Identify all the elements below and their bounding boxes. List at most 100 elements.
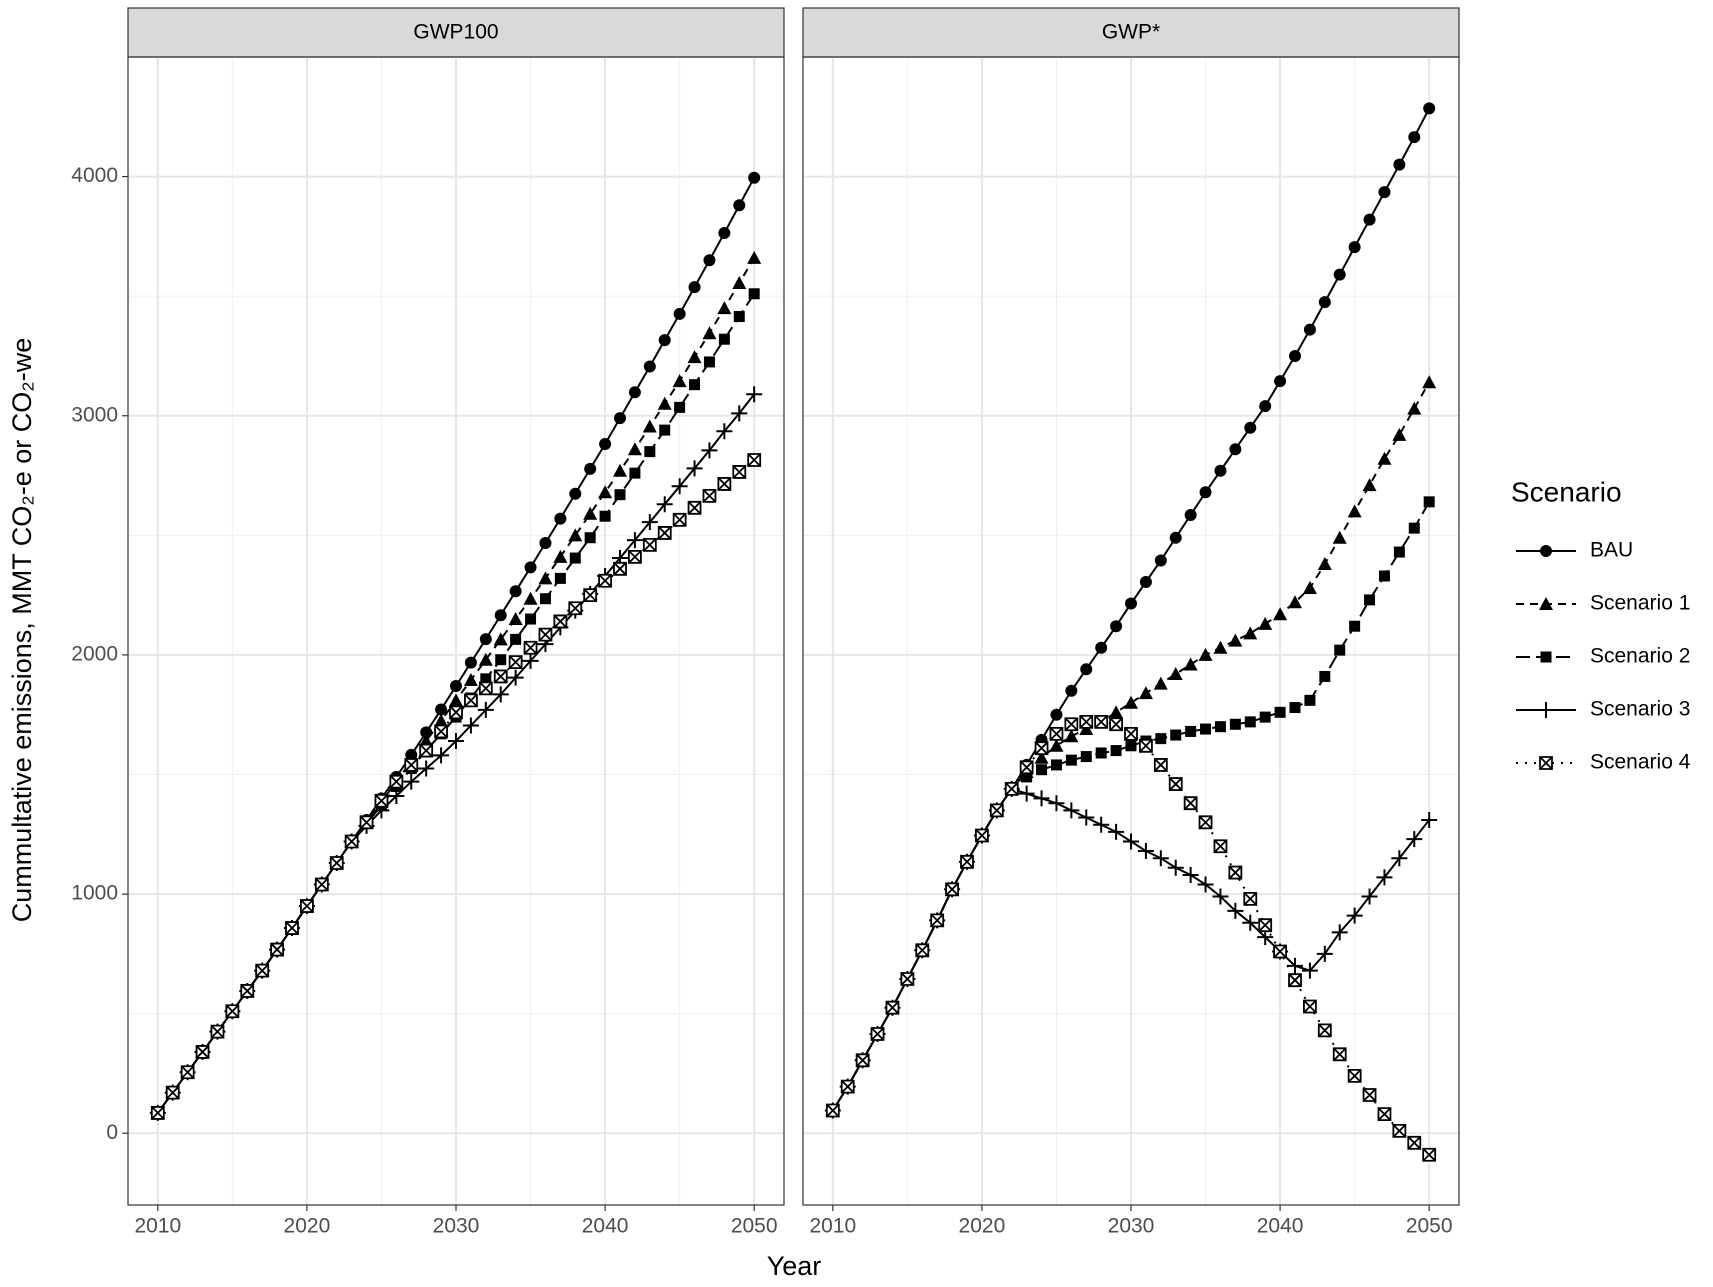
marker (1391, 850, 1408, 867)
marker (507, 669, 524, 686)
marker (522, 652, 539, 669)
marker (478, 681, 493, 696)
marker (495, 654, 507, 666)
marker (989, 803, 1004, 818)
marker (1334, 644, 1346, 656)
marker (613, 561, 627, 576)
marker (1125, 740, 1137, 752)
marker (1422, 375, 1437, 389)
x-tick-label: 2010 (809, 1215, 856, 1238)
marker (1213, 839, 1228, 854)
marker (584, 462, 597, 475)
marker (960, 854, 974, 869)
marker (1183, 796, 1198, 811)
marker (344, 834, 359, 849)
marker (584, 532, 596, 544)
marker (1392, 1123, 1407, 1138)
panel-title: GWP* (1102, 21, 1160, 44)
marker (1243, 891, 1258, 906)
marker (689, 379, 701, 391)
marker (1227, 902, 1244, 919)
legend-marker (1539, 597, 1553, 610)
marker (1093, 816, 1110, 833)
marker (975, 828, 989, 843)
marker (703, 356, 715, 368)
legend-label: Scenario 4 (1590, 751, 1691, 774)
marker (1303, 323, 1316, 336)
marker (1168, 667, 1183, 681)
marker (671, 478, 688, 495)
marker (674, 401, 686, 413)
marker (568, 528, 583, 542)
y-tick-label: 4000 (71, 164, 118, 187)
marker (329, 856, 344, 870)
marker (448, 733, 464, 750)
marker (659, 424, 671, 436)
marker (657, 396, 672, 410)
marker (210, 1024, 225, 1039)
marker (404, 758, 419, 772)
x-tick-label: 2010 (134, 1215, 181, 1238)
panel-border (127, 56, 785, 1206)
marker (1049, 738, 1064, 752)
marker (733, 199, 746, 212)
marker (1139, 738, 1153, 753)
marker (1153, 676, 1168, 690)
marker (627, 442, 642, 456)
marker (1080, 663, 1093, 676)
marker (1123, 833, 1139, 850)
marker (1019, 760, 1034, 775)
marker (1214, 721, 1226, 733)
marker (702, 488, 717, 503)
marker (642, 538, 657, 552)
marker (1063, 802, 1080, 819)
marker (1228, 865, 1243, 880)
marker (1407, 1135, 1422, 1150)
marker (1274, 375, 1287, 388)
y-axis-label: Cummultative emissions, MMT CO₂-e or CO₂… (7, 338, 37, 923)
marker (449, 693, 463, 707)
y-tick-label: 2000 (71, 642, 118, 665)
marker (1288, 595, 1302, 609)
marker (840, 1079, 855, 1094)
marker (554, 572, 566, 584)
marker (672, 374, 687, 388)
marker (1049, 726, 1064, 741)
legend-marker (1540, 545, 1552, 557)
marker (628, 549, 642, 564)
marker (433, 747, 450, 764)
x-tick-label: 2030 (1108, 1215, 1155, 1238)
marker (644, 446, 656, 458)
marker (657, 526, 672, 540)
marker (717, 477, 732, 491)
marker (285, 921, 299, 935)
marker (1258, 616, 1273, 630)
marker (1065, 754, 1077, 766)
marker (553, 549, 568, 563)
marker (1138, 686, 1153, 700)
marker (449, 705, 463, 720)
marker (1364, 594, 1376, 606)
x-tick-label: 2050 (1406, 1215, 1453, 1238)
marker (583, 506, 598, 520)
marker (628, 386, 641, 399)
marker (1406, 831, 1423, 848)
marker (1021, 771, 1033, 783)
marker (553, 614, 568, 629)
legend-title: Scenario (1511, 476, 1622, 507)
marker (1273, 944, 1287, 959)
marker (1228, 633, 1243, 647)
marker (450, 680, 462, 693)
marker (1095, 641, 1108, 654)
marker (1199, 486, 1212, 499)
marker (583, 588, 598, 603)
y-tick-label: 0 (106, 1121, 118, 1144)
marker (1094, 714, 1109, 729)
marker (732, 465, 747, 479)
marker (855, 1053, 870, 1068)
marker (435, 703, 448, 716)
marker (1333, 268, 1346, 281)
marker (1317, 557, 1332, 571)
marker (930, 913, 945, 928)
